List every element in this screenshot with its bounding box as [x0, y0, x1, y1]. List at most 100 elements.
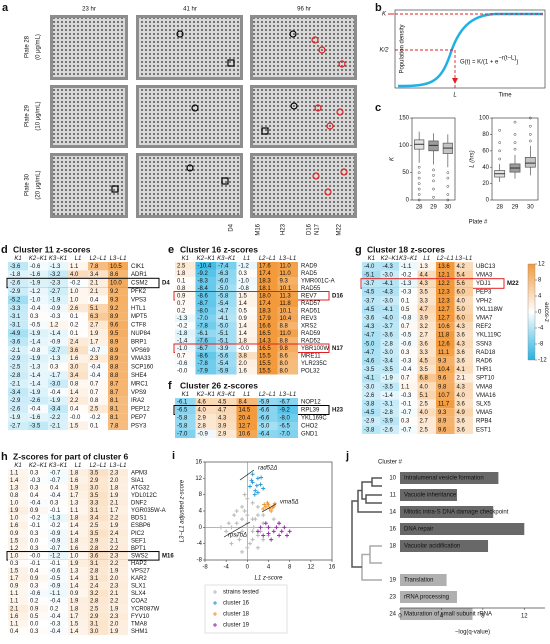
point	[250, 500, 255, 505]
cell-value: -0.7	[50, 546, 61, 552]
heatmap-cell	[399, 305, 418, 314]
cell-value: 0.2	[177, 308, 186, 314]
heatmap-cell	[88, 278, 108, 288]
cell-value: -4.9	[10, 331, 21, 337]
cell-value: -0.4	[90, 365, 101, 371]
heatmap-cell	[277, 337, 298, 345]
point	[263, 521, 268, 526]
heatmap-cell	[8, 388, 28, 397]
growth-curve-schematic	[388, 9, 546, 89]
heatmap-cell	[48, 567, 68, 575]
bar	[400, 489, 457, 501]
cell-value: 3.1	[90, 621, 99, 627]
heatmap-cell	[8, 304, 28, 313]
column-header: L3−L1	[110, 256, 127, 262]
heatmap-cell	[8, 396, 28, 405]
cell-value: 17.6	[259, 263, 271, 269]
point	[213, 623, 217, 627]
cell-value: -4.3	[383, 264, 394, 270]
heatmap-cell	[236, 329, 257, 337]
point	[279, 529, 284, 534]
heatmap-cell	[8, 404, 28, 414]
cell-value: 3.5	[420, 367, 429, 373]
heatmap-cell	[399, 313, 418, 323]
cell-value: 0.7	[90, 381, 99, 387]
heatmap-cell	[417, 270, 436, 280]
outlier	[432, 174, 435, 177]
heatmap-cell	[277, 406, 298, 414]
column-header: L3−L1	[110, 463, 127, 469]
heatmap-cell	[68, 627, 88, 636]
cell-value: -1.4	[30, 373, 41, 379]
heatmap-cell	[399, 425, 418, 434]
heatmap-cell	[454, 279, 473, 288]
heatmap-cell	[8, 597, 28, 605]
gene-name: YCR087W	[131, 606, 160, 612]
heatmap-cell	[88, 371, 108, 380]
annotation: rad52Δ	[258, 466, 277, 472]
heatmap-cell	[277, 299, 298, 307]
cell-value: 8.7	[110, 381, 119, 387]
heatmap-cell	[417, 356, 436, 366]
heatmap-cell	[28, 574, 48, 583]
panel-letter: g	[355, 244, 362, 256]
heatmap-cell	[277, 430, 298, 438]
outlier	[417, 176, 421, 180]
heatmap-cell	[380, 322, 399, 331]
heatmap-cell	[68, 421, 88, 430]
heatmap-cell	[8, 627, 28, 636]
heatmap-cell	[436, 425, 455, 434]
heatmap-cell	[216, 352, 237, 360]
cell-value: 0.3	[239, 271, 248, 277]
panel-letter: d	[1, 244, 8, 256]
time-label: 96 hr	[297, 7, 311, 13]
term-label: rRNA processing	[404, 595, 449, 601]
cell-value: 2.0	[110, 621, 119, 627]
cell-value: 17.4	[259, 301, 271, 307]
cell-value: -8.0	[280, 416, 291, 422]
heatmap-cell	[380, 425, 399, 434]
heatmap-cell	[48, 337, 68, 346]
outlier	[432, 179, 435, 183]
heatmap-cell	[236, 352, 257, 360]
column-header: L2−L1	[437, 256, 454, 262]
cell-value: -0.9	[50, 306, 61, 312]
bar	[400, 506, 494, 518]
cell-value: -0.8	[30, 348, 41, 354]
heatmap-cell	[454, 391, 473, 400]
cell-value: -0.1	[50, 561, 61, 567]
heatmap-cell	[108, 262, 128, 271]
heatmap-cell	[257, 277, 278, 285]
y-tick-label: 20	[482, 181, 489, 187]
cell-value: 1.8	[110, 485, 119, 491]
cell-value: 1.9	[110, 629, 119, 635]
point	[250, 480, 255, 485]
heatmap-cell	[108, 529, 128, 537]
cell-value: -0.2	[177, 323, 188, 329]
heatmap-cell	[257, 422, 278, 430]
x-label: Plate #	[469, 220, 488, 226]
heatmap-cell	[380, 356, 399, 366]
cell-value: 8.9	[438, 419, 447, 425]
heatmap-cell	[454, 408, 473, 417]
cell-value: -0.9	[50, 538, 61, 544]
bar	[400, 540, 489, 552]
column-header: L2−L1	[259, 256, 276, 262]
heatmap-cell	[68, 329, 88, 338]
cell-value: -5.0	[259, 424, 270, 430]
heatmap-cell	[175, 284, 196, 292]
cell-value: 4.0	[457, 393, 466, 399]
cell-value: 18.1	[259, 286, 271, 292]
heatmap-cell	[28, 529, 48, 537]
heatmap-cell	[362, 330, 381, 340]
cell-value: 1.5	[239, 293, 248, 299]
heatmap-cell	[417, 425, 436, 434]
cell-value: -0.0	[177, 368, 188, 374]
cell-value: 10.6	[239, 432, 251, 438]
column-header: K3−K1	[399, 256, 417, 262]
cell-value: -0.4	[401, 367, 412, 373]
point	[261, 533, 266, 538]
heatmap-cell	[454, 416, 473, 426]
cell-value: 2.7	[420, 419, 429, 425]
point	[266, 531, 271, 536]
